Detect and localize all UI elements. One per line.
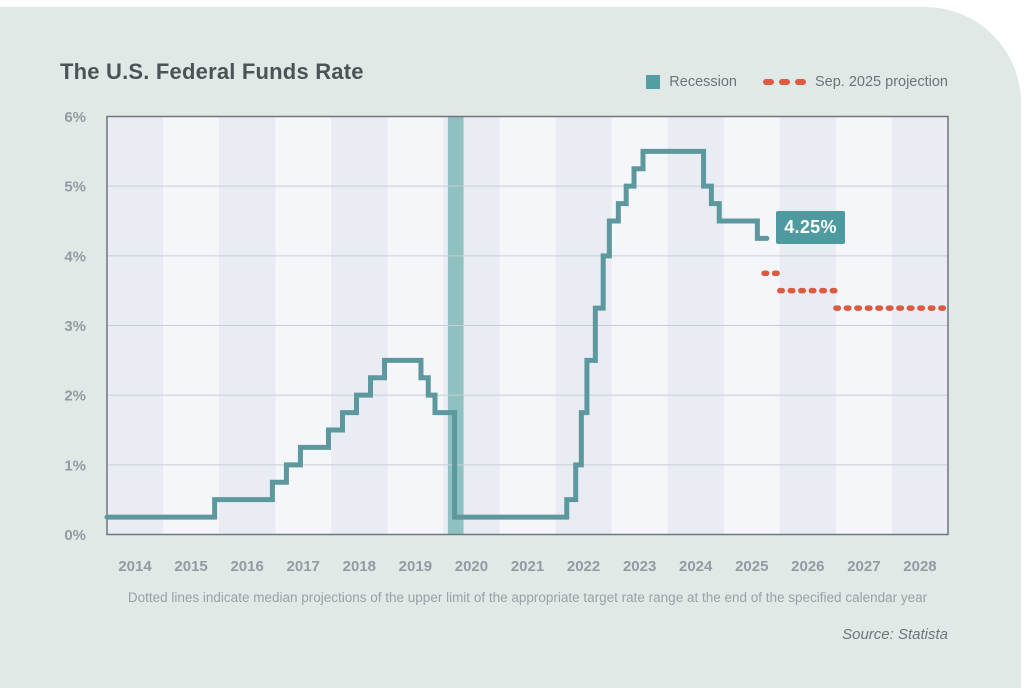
legend-recession-label: Recession: [669, 74, 737, 90]
x-tick-label: 2023: [623, 558, 656, 575]
page-title: The U.S. Federal Funds Rate: [60, 58, 364, 84]
x-tick-label: 2025: [735, 558, 768, 575]
x-tick-label: 2016: [230, 558, 263, 575]
y-tick-label: 0%: [64, 527, 86, 544]
y-tick-label: 1%: [64, 457, 86, 474]
x-tick-label: 2019: [399, 558, 432, 575]
x-tick-label: 2015: [174, 558, 207, 575]
legend-projection-label: Sep. 2025 projection: [814, 74, 948, 90]
y-tick-label: 3%: [64, 318, 86, 335]
legend: Recession Sep. 2025 projection: [646, 74, 948, 90]
x-tick-label: 2024: [679, 558, 713, 575]
legend-item-recession: Recession: [646, 74, 737, 90]
x-tick-label: 2028: [903, 558, 936, 575]
x-tick-label: 2022: [567, 558, 600, 575]
projection-dashes-icon: [762, 79, 806, 85]
x-tick-label: 2027: [847, 558, 880, 575]
legend-item-projection: Sep. 2025 projection: [762, 74, 948, 90]
x-tick-label: 2021: [511, 558, 544, 575]
source-attribution: Source: Statista: [842, 626, 948, 643]
footnote: Dotted lines indicate median projections…: [127, 590, 928, 605]
y-tick-label: 2%: [64, 388, 86, 405]
current-rate-callout: 4.25%: [776, 211, 845, 244]
y-tick-label: 4%: [64, 248, 86, 265]
recession-swatch-icon: [646, 75, 661, 89]
y-tick-label: 6%: [64, 109, 86, 126]
y-tick-label: 5%: [64, 179, 86, 196]
x-tick-label: 2026: [791, 558, 824, 575]
x-tick-label: 2020: [455, 558, 488, 575]
x-tick-label: 2014: [118, 558, 152, 575]
x-tick-label: 2018: [343, 558, 376, 575]
plot-border: [106, 115, 949, 536]
rate-step-line: [104, 148, 770, 520]
x-tick-label: 2017: [287, 558, 320, 575]
